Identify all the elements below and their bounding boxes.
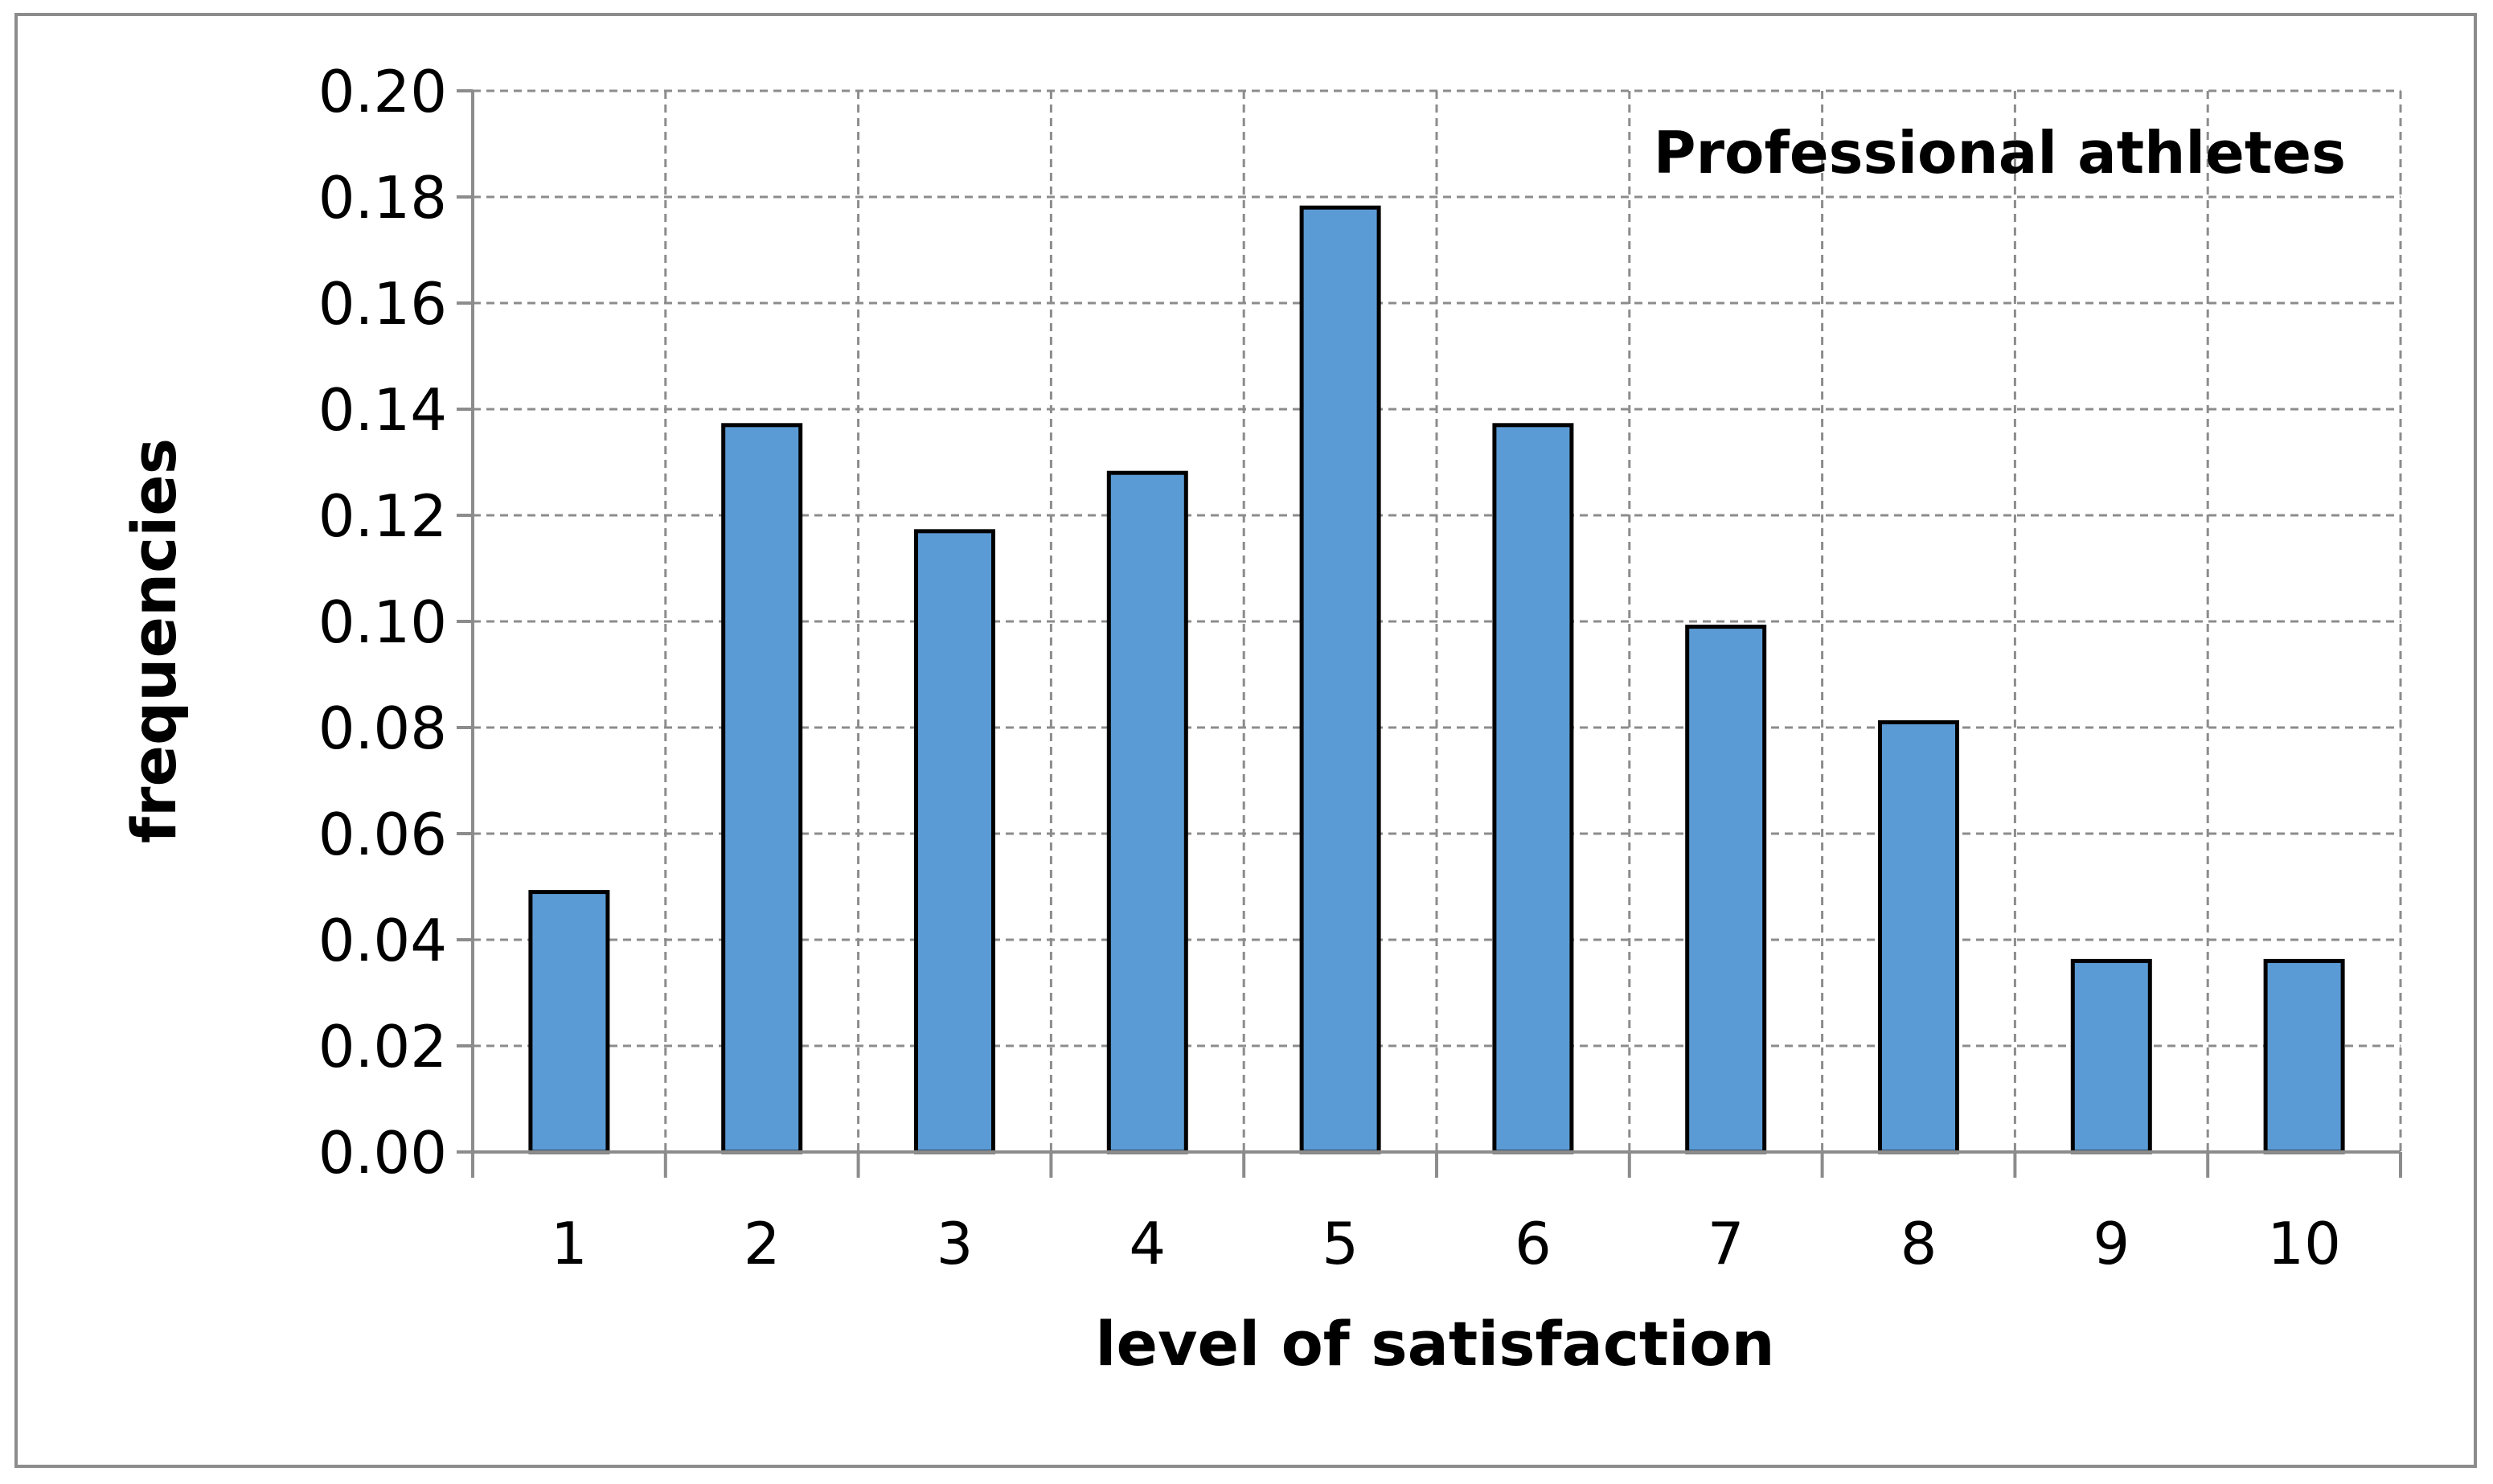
x-tick-label: 8	[1901, 1210, 1937, 1277]
bar-6	[1492, 423, 1574, 1154]
x-tick-label: 10	[2267, 1210, 2341, 1277]
chart-title: Professional athletes	[1654, 119, 2346, 187]
y-tick-label: 0.02	[318, 1013, 447, 1080]
x-tick-label: 9	[2093, 1210, 2130, 1277]
y-tick-label: 0.16	[318, 270, 447, 338]
y-tick-labels: 0.00 0.02 0.04 0.06 0.08 0.10 0.12 0.14 0.16 0.18…	[318, 58, 447, 1187]
x-tick-label: 1	[551, 1210, 588, 1277]
chart-border	[14, 13, 2477, 1468]
y-tick-label: 0.10	[318, 588, 447, 656]
x-tick-label: 6	[1515, 1210, 1552, 1277]
y-tick-label: 0.06	[318, 801, 447, 868]
y-axis-title: frequencies	[118, 438, 190, 843]
y-tick-label: 0.12	[318, 482, 447, 550]
y-tick-label: 0.20	[318, 58, 447, 125]
bar-8	[1878, 719, 1959, 1154]
bar-10	[2263, 958, 2345, 1154]
axes	[457, 89, 2402, 1178]
bar-4	[1106, 470, 1188, 1154]
x-tick-label: 7	[1708, 1210, 1745, 1277]
bar-3	[914, 529, 995, 1154]
bar-1	[528, 890, 610, 1154]
y-tick-label: 0.18	[318, 164, 447, 232]
y-tick-label: 0.00	[318, 1119, 447, 1187]
y-tick-label: 0.08	[318, 695, 447, 762]
x-axis-title: level of satisfaction	[1095, 1308, 1774, 1379]
x-tick-label: 2	[744, 1210, 781, 1277]
bar-7	[1685, 625, 1767, 1154]
bar-5	[1299, 205, 1381, 1154]
bar-9	[2070, 958, 2152, 1154]
x-tick-label: 4	[1129, 1210, 1166, 1277]
y-tick-label: 0.04	[318, 907, 447, 974]
x-tick-label: 5	[1322, 1210, 1359, 1277]
y-tick-label: 0.14	[318, 376, 447, 444]
bar-2	[721, 423, 803, 1154]
x-tick-labels: 1 2 3 4 5 6 7 8 9 10	[551, 1210, 2341, 1277]
x-tick-label: 3	[937, 1210, 974, 1277]
